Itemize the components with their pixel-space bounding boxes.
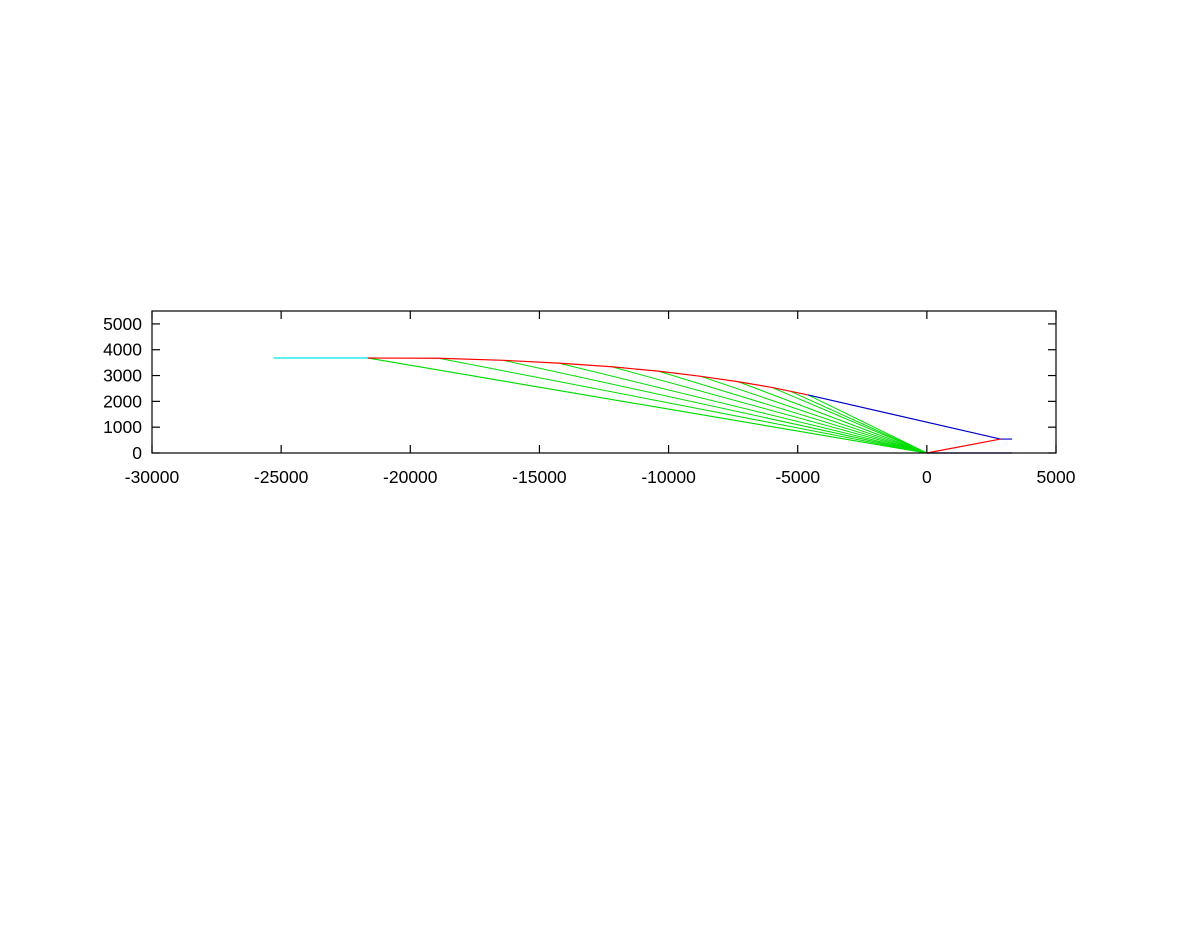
y-tick-label-2: 2000 (103, 391, 142, 411)
x-tick-label-5: -5000 (775, 467, 820, 487)
y-tick-label-0: 0 (132, 443, 142, 463)
fan-line-0-1 (367, 357, 927, 454)
y-tick-label-5: 5000 (103, 314, 142, 334)
y-tick-label-3: 3000 (103, 366, 142, 386)
x-tick-label-1: -25000 (254, 467, 309, 487)
fan-line-0-9 (771, 386, 928, 454)
series-line-2 (807, 394, 1013, 440)
fan-line-0-2 (438, 357, 927, 454)
y-tick-label-4: 4000 (103, 340, 142, 360)
x-tick-label-4: -10000 (641, 467, 696, 487)
fan-line-0-5 (611, 366, 927, 454)
fan-line-0-10 (789, 390, 928, 454)
x-tick-label-7: 5000 (1037, 467, 1076, 487)
fan-line-0-6 (658, 370, 928, 454)
series-group (273, 357, 1013, 454)
fan-line-0-4 (558, 362, 927, 454)
plot-frame (151, 310, 1057, 454)
x-tick-label-6: 0 (922, 467, 932, 487)
axes-group: -30000 -25000 -20000 -15000 -10000 -5000 0 5000… (103, 311, 1076, 487)
fan-line-0-7 (700, 375, 928, 454)
fan-line-0-3 (503, 359, 927, 454)
series-line-1 (367, 357, 809, 396)
y-tick-label-1: 1000 (103, 417, 142, 437)
series-line-3 (926, 438, 1001, 454)
fan-lines-group (367, 357, 928, 454)
x-tick-label-0: -30000 (125, 467, 180, 487)
x-tick-label-2: -20000 (383, 467, 438, 487)
fan-line-0-8 (738, 381, 928, 454)
x-tick-label-3: -15000 (512, 467, 567, 487)
fan-line-0-11 (807, 394, 928, 454)
